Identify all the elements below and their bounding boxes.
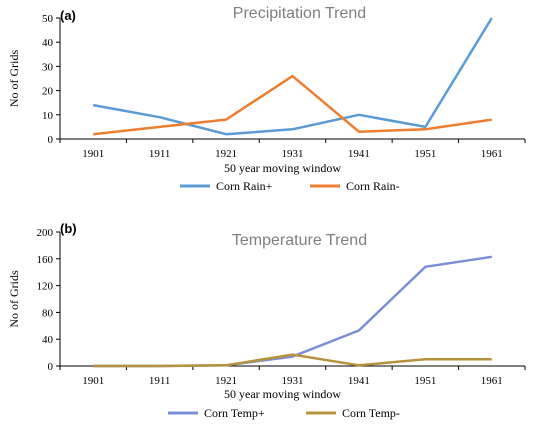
chart1-panel-label: (a) — [60, 8, 76, 23]
chart2-y-tick-label: 80 — [42, 307, 54, 319]
chart2-title: Temperature Trend — [232, 232, 367, 249]
chart1-y-tick-label: 40 — [42, 37, 54, 49]
chart1-x-axis-label: 50 year moving window — [224, 161, 341, 175]
chart2-y-tick-label: 120 — [37, 281, 54, 293]
chart1-x-tick-label: 1931 — [282, 148, 304, 160]
chart2-y-tick-label: 200 — [37, 227, 54, 239]
chart2-series-line-2 — [93, 353, 492, 368]
chart2-y-tick-label: 0 — [48, 361, 54, 373]
chart2-x-tick-label: 1951 — [414, 375, 436, 387]
chart1-x-tick-label: 1921 — [215, 148, 237, 160]
chart1-series-line-2 — [93, 74, 492, 136]
chart1-y-tick-label: 20 — [42, 86, 54, 98]
chart2-y-tick-label: 160 — [37, 254, 54, 266]
chart1-y-tick-label: 0 — [48, 134, 54, 146]
chart1-x-tick-label: 1951 — [414, 148, 436, 160]
chart1-y-axis-label: No of Grids — [7, 50, 21, 108]
chart1-y-tick-label: 50 — [42, 13, 54, 25]
chart2-x-tick-label: 1961 — [481, 375, 503, 387]
chart2-legend-label-2: Corn Temp- — [342, 406, 400, 420]
chart1-legend-label-2: Corn Rain- — [346, 179, 400, 193]
chart1-legend-label-1: Corn Rain+ — [216, 179, 273, 193]
chart2-y-tick-label: 40 — [42, 334, 54, 346]
chart2-x-tick-label: 1921 — [215, 375, 237, 387]
chart1-x-tick-label: 1911 — [149, 148, 171, 160]
chart2-x-tick-label: 1911 — [149, 375, 171, 387]
chart2-y-axis-label: No of Grids — [7, 270, 21, 328]
chart2-x-tick-label: 1941 — [348, 375, 370, 387]
chart2-series-line-1 — [93, 255, 492, 368]
chart1-x-tick-label: 1961 — [481, 148, 503, 160]
chart1-y-tick-label: 30 — [42, 61, 54, 73]
chart1-x-tick-label: 1901 — [82, 148, 104, 160]
chart2-x-axis-label: 50 year moving window — [224, 387, 341, 401]
chart2-x-tick-label: 1931 — [282, 375, 304, 387]
chart2-legend-label-1: Corn Temp+ — [204, 406, 265, 420]
chart1-series-line-1 — [92, 17, 493, 136]
chart1-x-tick-label: 1941 — [348, 148, 370, 160]
chart1-y-tick-label: 10 — [42, 110, 54, 122]
chart2-x-tick-label: 1901 — [82, 375, 104, 387]
chart1-title: Precipitation Trend — [233, 5, 366, 22]
chart2-panel-label: (b) — [60, 221, 77, 236]
